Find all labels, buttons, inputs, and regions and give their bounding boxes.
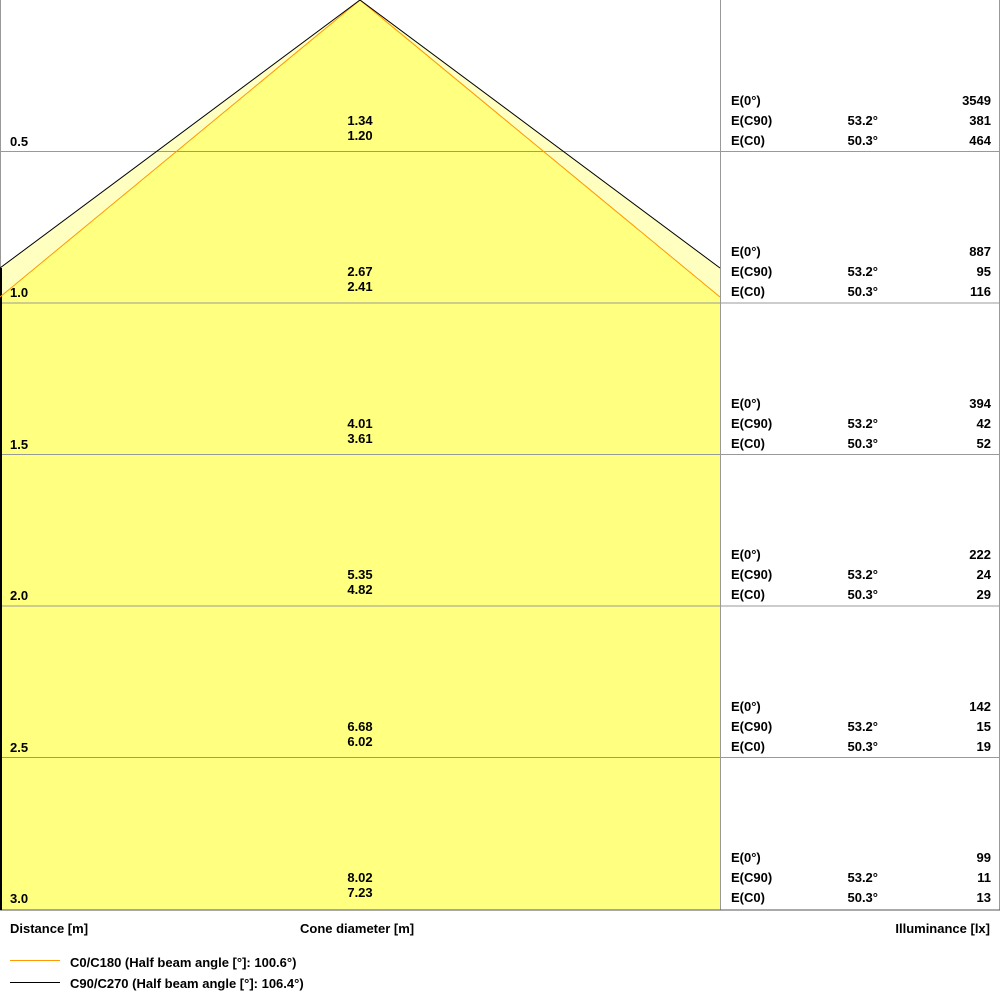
e0-label: E(0°) (731, 244, 761, 259)
ec90-angle: 53.2° (847, 718, 878, 734)
ec0-value: 29 (976, 587, 991, 602)
e0-label: E(0°) (731, 850, 761, 865)
c0-legend-label: C0/C180 (Half beam angle [°]: 100.6°) (70, 955, 297, 970)
cone-diameter-c90: 1.34 (347, 112, 373, 128)
cone-diameter-c90: 8.02 (347, 870, 373, 885)
e0-value: 394 (969, 395, 991, 411)
cone-diameter-c0: 1.20 (347, 127, 373, 143)
distance-axis-label: Distance [m] (10, 921, 89, 936)
cone-diameter-c90: 2.67 (347, 264, 373, 279)
cone-diameter-c90: 4.01 (347, 415, 373, 431)
ec90-value: 11 (977, 870, 991, 885)
distance-label: 1.5 (10, 436, 29, 452)
e0-value: 3549 (962, 92, 991, 108)
ec90-angle: 53.2° (847, 870, 878, 885)
cone-diameter-c0: 7.23 (347, 885, 373, 900)
ec0-label: E(C0) (731, 284, 765, 299)
ec0-value: 19 (976, 738, 991, 754)
distance-label: 1.0 (10, 285, 29, 300)
ec0-label: E(C0) (731, 435, 765, 451)
ec0-angle: 50.3° (847, 132, 878, 148)
e0-label: E(0°) (731, 547, 761, 562)
ec0-angle: 50.3° (847, 435, 878, 451)
ec0-value: 52 (976, 435, 991, 451)
ec90-label: E(C90) (731, 870, 773, 885)
ec90-angle: 53.2° (847, 415, 878, 431)
ec90-label: E(C90) (731, 718, 773, 734)
c90-beam-line (0, 0, 721, 269)
ec90-value: 381 (969, 112, 991, 128)
ec0-label: E(C0) (731, 738, 765, 754)
ec90-angle: 53.2° (847, 567, 878, 582)
cone-diameter-c90: 5.35 (347, 567, 373, 582)
ec90-angle: 53.2° (847, 112, 878, 128)
e0-label: E(0°) (731, 395, 761, 411)
ec90-angle: 53.2° (847, 264, 878, 279)
ec0-label: E(C0) (731, 890, 765, 905)
ec0-angle: 50.3° (847, 284, 878, 299)
ec90-value: 42 (976, 415, 991, 431)
c0-beam-line (0, 0, 721, 298)
c0-legend-swatch (10, 960, 60, 961)
ec90-label: E(C90) (731, 264, 773, 279)
e0-value: 887 (969, 244, 991, 259)
e0-label: E(0°) (731, 92, 761, 108)
cone-diameter-c0: 6.02 (347, 733, 373, 749)
ec0-angle: 50.3° (847, 890, 878, 905)
ec90-value: 95 (976, 264, 991, 279)
distance-label: 0.5 (10, 133, 29, 149)
cone-axis-label: Cone diameter [m] (300, 921, 415, 936)
cone-diameter-c90: 6.68 (347, 718, 373, 734)
illuminance-axis-label: Illuminance [lx] (895, 921, 990, 936)
e0-value: 222 (969, 547, 991, 562)
ec90-value: 15 (976, 718, 991, 734)
c90-legend-label: C90/C270 (Half beam angle [°]: 106.4°) (70, 976, 304, 991)
distance-label: 2.0 (10, 588, 29, 603)
ec0-value: 116 (970, 284, 991, 299)
distance-label: 2.5 (10, 739, 29, 755)
ec0-angle: 50.3° (847, 587, 878, 602)
ec0-value: 464 (969, 132, 991, 148)
ec0-label: E(C0) (731, 132, 765, 148)
cone-diameter-c0: 3.61 (347, 430, 373, 446)
ec0-angle: 50.3° (847, 738, 878, 754)
cone-diameter-c0: 4.82 (347, 582, 373, 597)
ec90-label: E(C90) (731, 567, 773, 582)
ec90-value: 24 (976, 567, 991, 582)
e0-value: 99 (976, 850, 991, 865)
ec90-label: E(C90) (731, 112, 773, 128)
c90-legend-swatch (10, 982, 60, 983)
ec0-value: 13 (976, 890, 991, 905)
e0-value: 142 (969, 698, 991, 714)
ec0-label: E(C0) (731, 587, 765, 602)
cone-diameter-c0: 2.41 (347, 279, 373, 294)
distance-label: 3.0 (10, 891, 29, 906)
ec90-label: E(C90) (731, 415, 773, 431)
e0-label: E(0°) (731, 698, 761, 714)
